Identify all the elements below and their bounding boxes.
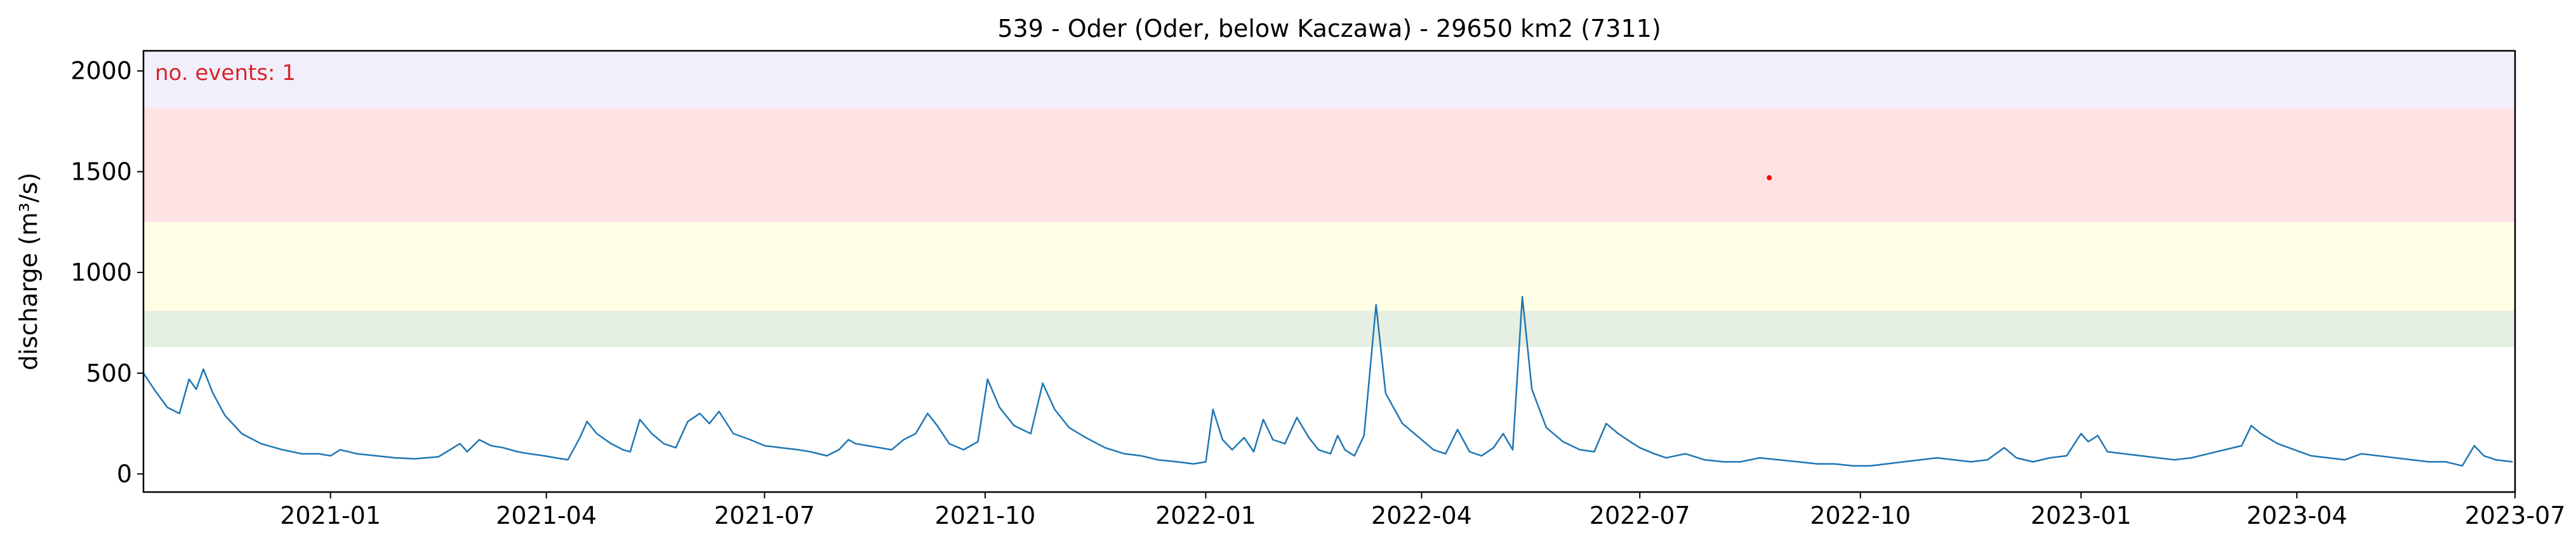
x-tick-label: 2022-10: [1810, 502, 1911, 530]
y-tick-label: 2000: [70, 57, 132, 85]
x-tick-label: 2022-04: [1371, 502, 1472, 530]
x-tick-label: 2023-01: [2031, 502, 2132, 530]
chart-title: 539 - Oder (Oder, below Kaczawa) - 29650…: [997, 15, 1661, 43]
y-axis-ticks: 0 500 1000 1500 2000: [70, 57, 143, 488]
x-tick-label: 2022-01: [1155, 502, 1256, 530]
x-tick-label: 2021-04: [496, 502, 597, 530]
y-tick-label: 0: [117, 460, 132, 488]
series-layer: [142, 295, 2513, 467]
band-green: [143, 310, 2515, 347]
band-yellow: [143, 222, 2515, 311]
y-axis-label: discharge (m³/s): [15, 173, 43, 371]
band-purple: [143, 51, 2515, 109]
x-tick-label: 2021-10: [935, 502, 1036, 530]
y-tick-label: 1500: [70, 157, 132, 185]
plot-frame: [142, 50, 2516, 493]
x-tick-label: 2021-07: [714, 502, 815, 530]
band-red: [143, 108, 2515, 222]
x-tick-label: 2021-01: [280, 502, 381, 530]
event-marker: [1767, 175, 1772, 180]
series-line-discharge: [142, 295, 2513, 467]
event-count-annotation: no. events: 1: [155, 60, 296, 86]
y-tick-label: 1000: [70, 258, 132, 286]
x-tick-label: 2023-07: [2465, 502, 2566, 530]
threshold-bands: [143, 51, 2515, 347]
event-marker-layer: [1767, 175, 1772, 180]
x-axis-ticks: 2021-01 2021-04 2021-07 2021-10 2022-01 2022-…: [280, 492, 2565, 530]
x-tick-label: 2023-04: [2247, 502, 2347, 530]
y-tick-label: 500: [86, 359, 132, 387]
x-tick-label: 2022-07: [1590, 502, 1690, 530]
